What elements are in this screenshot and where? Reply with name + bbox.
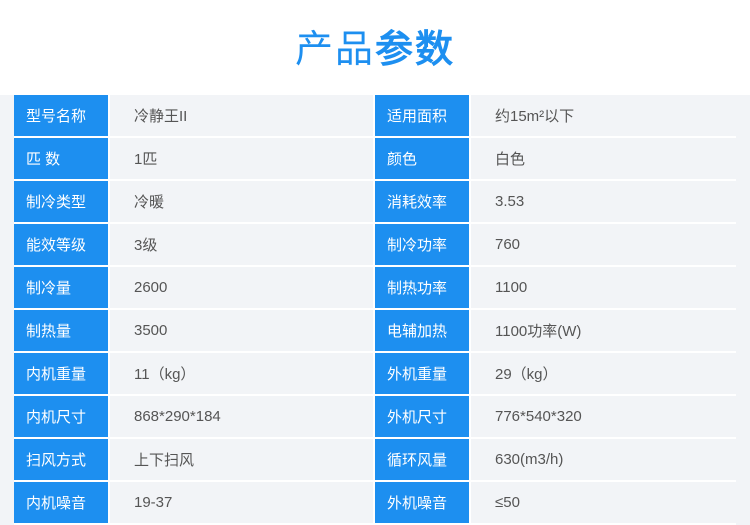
- spec-label: 制冷功率: [375, 224, 471, 265]
- spec-label: 外机噪音: [375, 482, 471, 523]
- spec-row: 匹 数1匹: [14, 138, 375, 181]
- spec-value: 约15m²以下: [471, 95, 736, 136]
- spec-label: 内机重量: [14, 353, 110, 394]
- spec-label: 电辅加热: [375, 310, 471, 351]
- spec-label: 消耗效率: [375, 181, 471, 222]
- spec-label: 扫风方式: [14, 439, 110, 480]
- title-part-1: 产品: [295, 29, 375, 71]
- spec-value: 上下扫风: [110, 439, 375, 480]
- spec-row: 外机噪音≤50: [375, 482, 736, 525]
- spec-value: 19-37: [110, 482, 375, 523]
- spec-row: 制热功率1100: [375, 267, 736, 310]
- spec-row: 扫风方式上下扫风: [14, 439, 375, 482]
- spec-row: 颜色白色: [375, 138, 736, 181]
- spec-value: 868*290*184: [110, 396, 375, 437]
- spec-row: 内机尺寸868*290*184: [14, 396, 375, 439]
- spec-label: 外机尺寸: [375, 396, 471, 437]
- spec-table: 型号名称冷静王II 适用面积约15m²以下 匹 数1匹 颜色白色 制冷类型冷暖 …: [0, 95, 750, 525]
- title-part-2: 参数: [375, 29, 455, 71]
- spec-value: 冷暖: [110, 181, 375, 222]
- spec-row: 型号名称冷静王II: [14, 95, 375, 138]
- spec-row: 制冷功率760: [375, 224, 736, 267]
- spec-value: 630(m3/h): [471, 439, 736, 480]
- spec-value: 3500: [110, 310, 375, 351]
- spec-row: 制冷量2600: [14, 267, 375, 310]
- page-header: 产品参数: [0, 0, 750, 95]
- spec-label: 适用面积: [375, 95, 471, 136]
- spec-label: 匹 数: [14, 138, 110, 179]
- spec-value: 1匹: [110, 138, 375, 179]
- spec-row: 外机尺寸776*540*320: [375, 396, 736, 439]
- spec-value: 3.53: [471, 181, 736, 222]
- spec-row: 能效等级3级: [14, 224, 375, 267]
- spec-row: 适用面积约15m²以下: [375, 95, 736, 138]
- spec-value: 冷静王II: [110, 95, 375, 136]
- spec-value: 11（kg）: [110, 353, 375, 394]
- spec-row: 消耗效率3.53: [375, 181, 736, 224]
- spec-value: 1100: [471, 267, 736, 308]
- spec-label: 颜色: [375, 138, 471, 179]
- spec-row: 循环风量630(m3/h): [375, 439, 736, 482]
- spec-row: 内机噪音19-37: [14, 482, 375, 525]
- spec-row: 电辅加热1100功率(W): [375, 310, 736, 353]
- spec-label: 制冷量: [14, 267, 110, 308]
- spec-value: 760: [471, 224, 736, 265]
- spec-row: 外机重量29（kg）: [375, 353, 736, 396]
- spec-value: ≤50: [471, 482, 736, 523]
- spec-label: 能效等级: [14, 224, 110, 265]
- spec-value: 776*540*320: [471, 396, 736, 437]
- spec-value: 1100功率(W): [471, 310, 736, 351]
- spec-row: 制冷类型冷暖: [14, 181, 375, 224]
- spec-value: 29（kg）: [471, 353, 736, 394]
- spec-label: 制热量: [14, 310, 110, 351]
- spec-row: 制热量3500: [14, 310, 375, 353]
- spec-value: 白色: [471, 138, 736, 179]
- spec-value: 3级: [110, 224, 375, 265]
- spec-row: 内机重量11（kg）: [14, 353, 375, 396]
- spec-label: 循环风量: [375, 439, 471, 480]
- spec-label: 型号名称: [14, 95, 110, 136]
- spec-label: 外机重量: [375, 353, 471, 394]
- spec-label: 制热功率: [375, 267, 471, 308]
- spec-label: 制冷类型: [14, 181, 110, 222]
- spec-value: 2600: [110, 267, 375, 308]
- spec-label: 内机噪音: [14, 482, 110, 523]
- spec-label: 内机尺寸: [14, 396, 110, 437]
